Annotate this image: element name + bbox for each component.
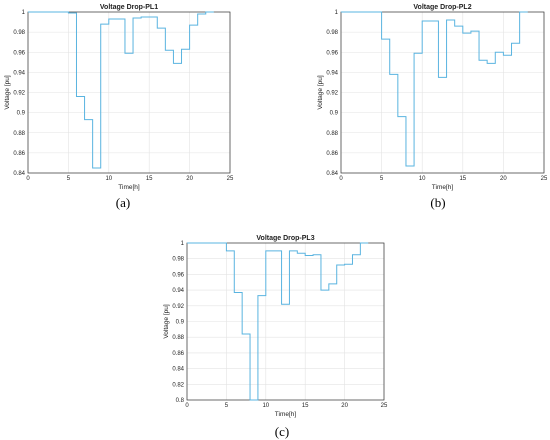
- x-tick-label: 10: [262, 403, 269, 409]
- y-axis-label: Voltage [pu]: [163, 304, 170, 339]
- chart-title: Voltage Drop-PL3: [256, 235, 314, 242]
- panel-label-c: (c): [274, 424, 290, 439]
- x-axis-label: Time[h]: [275, 411, 297, 418]
- x-tick-label: 10: [419, 176, 426, 182]
- y-tick-label: 0.96: [13, 50, 25, 56]
- y-tick-label: 0.88: [326, 131, 338, 137]
- y-tick-label: 1: [22, 10, 26, 16]
- chart-svg-a: 0 5 10 15 20 25 0.84 0.86 0.88 0.9 0.92 0.94 0.96 0.9…: [4, 4, 234, 191]
- chart-svg-c: 0 5 10 15 20 25 0.8 0.82 0.84 0.86 0.88 0.9 0.92 0.94…: [163, 235, 388, 418]
- y-tick-label: 0.98: [13, 30, 25, 36]
- x-tick-label: 5: [380, 176, 384, 182]
- x-tick-label: 15: [302, 403, 309, 409]
- x-axis-label: Time[h]: [118, 184, 140, 191]
- x-tick-label: 15: [459, 176, 466, 182]
- y-tick-label: 0.9: [176, 320, 185, 326]
- axes-frame: [340, 11, 545, 174]
- y-tick-label: 0.94: [326, 70, 338, 76]
- x-tick-label: 0: [339, 176, 343, 182]
- y-tick-label: 0.94: [13, 70, 25, 76]
- x-tick-label: 5: [67, 176, 71, 182]
- chart-panel-a: 0 5 10 15 20 25 0.84 0.86 0.88 0.9 0.92 0.94 0.96 0.9…: [0, 0, 275, 220]
- x-tick-label: 20: [186, 176, 193, 182]
- x-tick-label: 20: [500, 176, 507, 182]
- x-axis-label: Time[h]: [432, 184, 454, 191]
- y-tick-label: 0.96: [172, 272, 184, 278]
- axes-frame: [186, 242, 385, 401]
- y-tick-label: 0.84: [13, 171, 25, 177]
- x-tick-label: 10: [105, 176, 112, 182]
- x-tick-label: 20: [341, 403, 348, 409]
- panel-label-a: (a): [115, 195, 131, 210]
- y-tick-label: 0.94: [172, 288, 184, 294]
- voltage-series-line: [187, 242, 369, 401]
- y-tick-label: 0.86: [13, 151, 25, 157]
- y-axis-label: Voltage [pu]: [4, 75, 11, 110]
- y-tick-label: 0.98: [326, 30, 338, 36]
- y-tick-label: 1: [335, 10, 339, 16]
- y-tick-label: 0.92: [326, 91, 338, 97]
- y-tick-label: 1: [181, 241, 185, 247]
- panel-label-b: (b): [430, 195, 446, 210]
- y-tick-label: 0.82: [172, 382, 184, 388]
- y-tick-label: 0.8: [176, 398, 185, 404]
- y-tick-label: 0.86: [326, 151, 338, 157]
- x-tick-label: 25: [541, 176, 548, 182]
- voltage-series-line: [341, 11, 528, 167]
- y-tick-label: 0.88: [13, 131, 25, 137]
- chart-title: Voltage Drop-PL1: [100, 4, 158, 11]
- x-tick-label: 25: [227, 176, 234, 182]
- y-tick-label: 0.98: [172, 257, 184, 263]
- x-tick-label: 25: [381, 403, 388, 409]
- y-tick-label: 0.9: [17, 111, 26, 117]
- voltage-series-line: [28, 11, 214, 169]
- y-tick-label: 0.9: [330, 111, 339, 117]
- y-tick-label: 0.92: [172, 304, 184, 310]
- y-tick-label: 0.92: [13, 91, 25, 97]
- x-tick-label: 15: [146, 176, 153, 182]
- y-tick-label: 0.84: [172, 367, 184, 373]
- chart-title: Voltage Drop-PL2: [413, 4, 471, 11]
- axes-frame: [27, 11, 231, 174]
- x-tick-label: 0: [26, 176, 30, 182]
- chart-svg-b: 0 5 10 15 20 25 0.84 0.86 0.88 0.9 0.92 0.94 0.96 0.9…: [317, 4, 548, 191]
- x-tick-label: 0: [185, 403, 189, 409]
- chart-panel-b: 0 5 10 15 20 25 0.84 0.86 0.88 0.9 0.92 0.94 0.96 0.9…: [275, 0, 550, 220]
- y-tick-label: 0.88: [172, 335, 184, 341]
- y-tick-label: 0.84: [326, 171, 338, 177]
- y-tick-label: 0.86: [172, 351, 184, 357]
- chart-panel-c: 0 5 10 15 20 25 0.8 0.82 0.84 0.86 0.88 0.9 0.92 0.94…: [150, 228, 400, 440]
- y-axis-label: Voltage [pu]: [317, 75, 324, 110]
- x-tick-label: 5: [225, 403, 229, 409]
- y-tick-label: 0.96: [326, 50, 338, 56]
